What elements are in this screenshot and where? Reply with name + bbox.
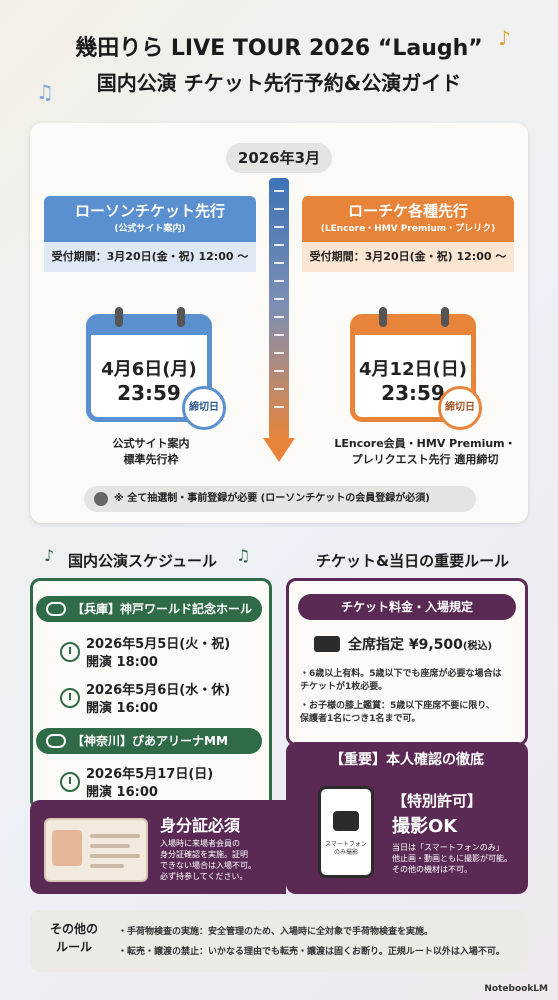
calendar-caption: LEncore会員・HMV Premium・ プレリクエスト先行 適用締切 [320, 436, 530, 468]
lottery-note: ※ 全て抽選制・事前登録が必要 (ローソンチケットの会員登録が必須) [84, 486, 476, 512]
calendar-icon: 4月6日(月) 23:59 [86, 307, 212, 422]
id-required-title: 身分証必須 [160, 816, 241, 835]
ticket-price-pill: チケット料金・入場規定 [298, 594, 516, 620]
desc-line: 当日は「スマートフォンのみ」 [392, 843, 504, 852]
presale-period: 受付期間：3月20日(金・祝) 12:00 〜 [302, 242, 514, 272]
lawson-presale-header: ローソンチケット先行 (公式サイト案内) [44, 196, 256, 242]
id-required-desc: 入場時に来場者会員の 身分証確認を実施。証明 できない場合は入場不可。 必ず持参… [160, 838, 280, 882]
show-date: 2026年5月6日(水・休) [86, 683, 231, 698]
permission-desc: 当日は「スマートフォンのみ」 他止画・動画ともに撮影が可能。 その他の機材は不可… [392, 842, 522, 875]
title-line-1: 幾田りら LIVE TOUR 2026 “Laugh” [75, 36, 483, 61]
presale-sub: (LEncore・HMV Premium・プレリク) [320, 224, 496, 234]
arrow-down-icon [263, 438, 295, 462]
deadline-badge: 締切日 [182, 386, 226, 430]
other-rules-panel [30, 910, 528, 972]
venue-name: 【兵庫】神戸ワールド記念ホール [72, 602, 253, 616]
deadline-date: 4月12日(日) [358, 359, 468, 380]
rule-line: チケットが1枚必要。 [300, 682, 388, 692]
show-date: 2026年5月5日(火・祝) [86, 637, 231, 652]
desc-line: できない場合は入場不可。 [160, 861, 256, 870]
music-note-icon: ♪ [498, 26, 511, 50]
venue-kobe: 【兵庫】神戸ワールド記念ホール [36, 596, 262, 622]
ticket-price: 全席指定 ¥9,500(税込) [348, 634, 492, 654]
rule-line: ・お子様の膝上鑑賞：5歳以下座席不要に限り、 [300, 701, 495, 711]
presale-name: ローチケ各種先行 [347, 202, 468, 220]
show-open: 開演 16:00 [86, 701, 158, 716]
music-note-icon: ♫ [236, 546, 251, 565]
caption-line: LEncore会員・HMV Premium・ [334, 437, 516, 450]
presale-name: ローソンチケット先行 [74, 202, 225, 220]
schedule-title: 国内公演スケジュール [68, 552, 217, 570]
rule-line: ・6歳以上有料。5歳以下でも座席が必要な場合は [300, 669, 502, 679]
price-tax: (税込) [462, 641, 493, 652]
venue-yokohama: 【神奈川】ぴあアリーナMM [36, 728, 262, 754]
stadium-icon [46, 734, 66, 748]
caption-line: 公式サイト案内 [112, 437, 190, 450]
rule-item: ・6歳以上有料。5歳以下でも座席が必要な場合は チケットが1枚必要。 [300, 668, 522, 694]
show-open: 開演 16:00 [86, 785, 158, 800]
clock-icon [60, 688, 80, 708]
calendar-caption: 公式サイト案内 標準先行枠 [86, 436, 216, 468]
rule-item: ・お子様の膝上鑑賞：5歳以下座席不要に限り、 保護者1名につき1名まで可。 [300, 700, 522, 726]
stadium-icon [46, 602, 66, 616]
phone-label: のみ撮影 [333, 849, 358, 856]
smartphone-camera-icon: スマートフォン のみ撮影 [318, 786, 374, 878]
ticket-icon [314, 636, 340, 652]
deadline-date: 4月6日(月) [101, 359, 197, 380]
id-card-icon [44, 818, 148, 882]
phone-label: スマートフォン [325, 841, 367, 848]
deadline-badge: 締切日 [438, 386, 482, 430]
deadline-time: 23:59 [117, 381, 181, 405]
title-line-2: 国内公演 チケット先行予約&公演ガイド [96, 71, 462, 95]
show-item: 2026年5月17日(日) 開演 16:00 [86, 766, 213, 802]
note-text: ※ 全て抽選制・事前登録が必要 (ローソンチケットの会員登録が必須) [114, 493, 430, 504]
show-item: 2026年5月5日(火・祝) 開演 18:00 [86, 636, 230, 672]
photo-ok-label: 撮影OK [392, 816, 458, 837]
page-title: 幾田りら LIVE TOUR 2026 “Laugh” 国内公演 チケット先行予… [0, 34, 558, 98]
timeline-axis [269, 178, 289, 440]
music-note-icon: ♪ [44, 546, 55, 565]
other-rules-label: その他の ルール [46, 920, 102, 956]
show-open: 開演 18:00 [86, 655, 158, 670]
label-line: ルール [55, 940, 92, 954]
show-date: 2026年5月17日(日) [86, 767, 214, 782]
music-note-icon: ♫ [36, 80, 54, 104]
clock-icon [60, 772, 80, 792]
price-value: 全席指定 ¥9,500 [348, 637, 463, 653]
identity-heading: 【重要】本人確認の徹底 [330, 752, 484, 768]
desc-line: 他止画・動画ともに撮影が可能。 [392, 854, 512, 863]
lawticket-presale-header: ローチケ各種先行 (LEncore・HMV Premium・プレリク) [302, 196, 514, 242]
brand-logo: NotebookLM [484, 984, 548, 994]
presale-sub: (公式サイト案内) [114, 224, 186, 234]
clock-icon [60, 642, 80, 662]
desc-line: 身分証確認を実施。証明 [160, 850, 248, 859]
month-label: 2026年3月 [226, 143, 332, 173]
desc-line: 入場時に来場者会員の [160, 839, 240, 848]
show-item: 2026年5月6日(水・休) 開演 16:00 [86, 682, 230, 718]
desc-line: 必ず持参してください。 [160, 872, 248, 881]
desc-line: その他の機材は不可。 [392, 865, 472, 874]
venue-name: 【神奈川】ぴあアリーナMM [72, 734, 228, 748]
presale-period: 受付期間：3月20日(金・祝) 12:00 〜 [44, 242, 256, 272]
other-rule-item: ・手荷物検査の実施：安全管理のため、入場時に全対象で手荷物検査を実施。 [118, 927, 434, 937]
caption-line: プレリクエスト先行 適用締切 [351, 453, 499, 466]
deadline-time: 23:59 [381, 381, 445, 405]
other-rule-item: ・転売・譲渡の禁止：いかなる理由でも転売・譲渡は固くお断り。正規ルート以外は入場… [118, 947, 505, 957]
permission-heading: 【特別許可】 [392, 792, 483, 810]
rule-line: 保護者1名につき1名まで可。 [300, 714, 421, 724]
label-line: その他の [49, 922, 98, 936]
rules-title: チケット&当日の重要ルール [316, 552, 510, 570]
caption-line: 標準先行枠 [123, 453, 179, 466]
user-icon [94, 492, 108, 506]
